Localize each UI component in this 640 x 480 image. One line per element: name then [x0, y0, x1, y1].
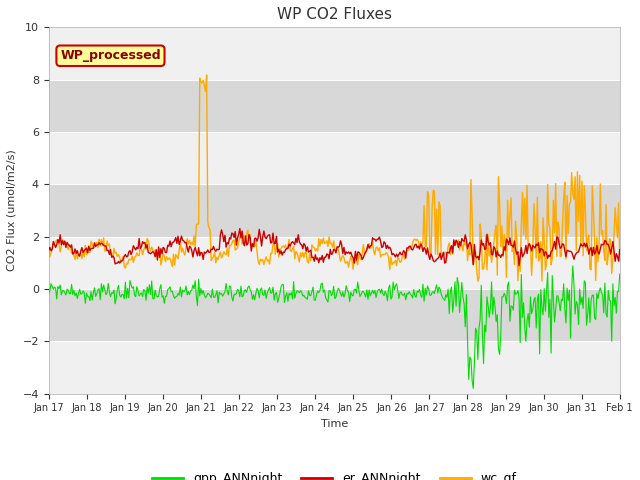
er_ANNnight — [45, 247, 52, 253]
er_ANNnight — [604, 241, 612, 247]
Line: er_ANNnight: er_ANNnight — [49, 228, 620, 266]
Line: wc_gf: wc_gf — [49, 75, 620, 281]
er_ANNnight — [616, 247, 623, 252]
gpp_ANNnight — [385, 285, 392, 291]
X-axis label: Time: Time — [321, 419, 348, 429]
er_ANNnight — [514, 249, 522, 255]
Bar — [49, 237, 620, 289]
wc_gf — [515, 253, 523, 259]
Bar — [49, 132, 620, 184]
er_ANNnight — [321, 254, 328, 260]
er_ANNnight — [515, 263, 523, 269]
er_ANNnight — [317, 257, 325, 263]
wc_gf — [355, 251, 363, 257]
Line: gpp_ANNnight: gpp_ANNnight — [49, 266, 620, 388]
wc_gf — [386, 267, 394, 273]
gpp_ANNnight — [569, 263, 577, 269]
wc_gf — [203, 72, 211, 78]
er_ANNnight — [355, 249, 363, 255]
Title: WP CO2 Fluxes: WP CO2 Fluxes — [276, 7, 392, 22]
gpp_ANNnight — [604, 288, 612, 293]
gpp_ANNnight — [316, 288, 324, 293]
wc_gf — [604, 252, 612, 258]
wc_gf — [616, 258, 623, 264]
Bar — [49, 27, 620, 80]
Legend: gpp_ANNnight, er_ANNnight, wc_gf: gpp_ANNnight, er_ANNnight, wc_gf — [147, 467, 522, 480]
gpp_ANNnight — [469, 385, 477, 391]
Text: WP_processed: WP_processed — [60, 49, 161, 62]
gpp_ANNnight — [354, 279, 362, 285]
wc_gf — [45, 246, 52, 252]
gpp_ANNnight — [616, 271, 623, 277]
wc_gf — [317, 237, 325, 242]
er_ANNnight — [386, 244, 394, 250]
wc_gf — [474, 278, 482, 284]
er_ANNnight — [236, 226, 244, 231]
gpp_ANNnight — [45, 291, 52, 297]
Y-axis label: CO2 Flux (umol/m2/s): CO2 Flux (umol/m2/s) — [7, 150, 17, 271]
gpp_ANNnight — [514, 288, 522, 293]
wc_gf — [321, 240, 328, 246]
gpp_ANNnight — [319, 289, 327, 295]
Bar — [49, 341, 620, 394]
